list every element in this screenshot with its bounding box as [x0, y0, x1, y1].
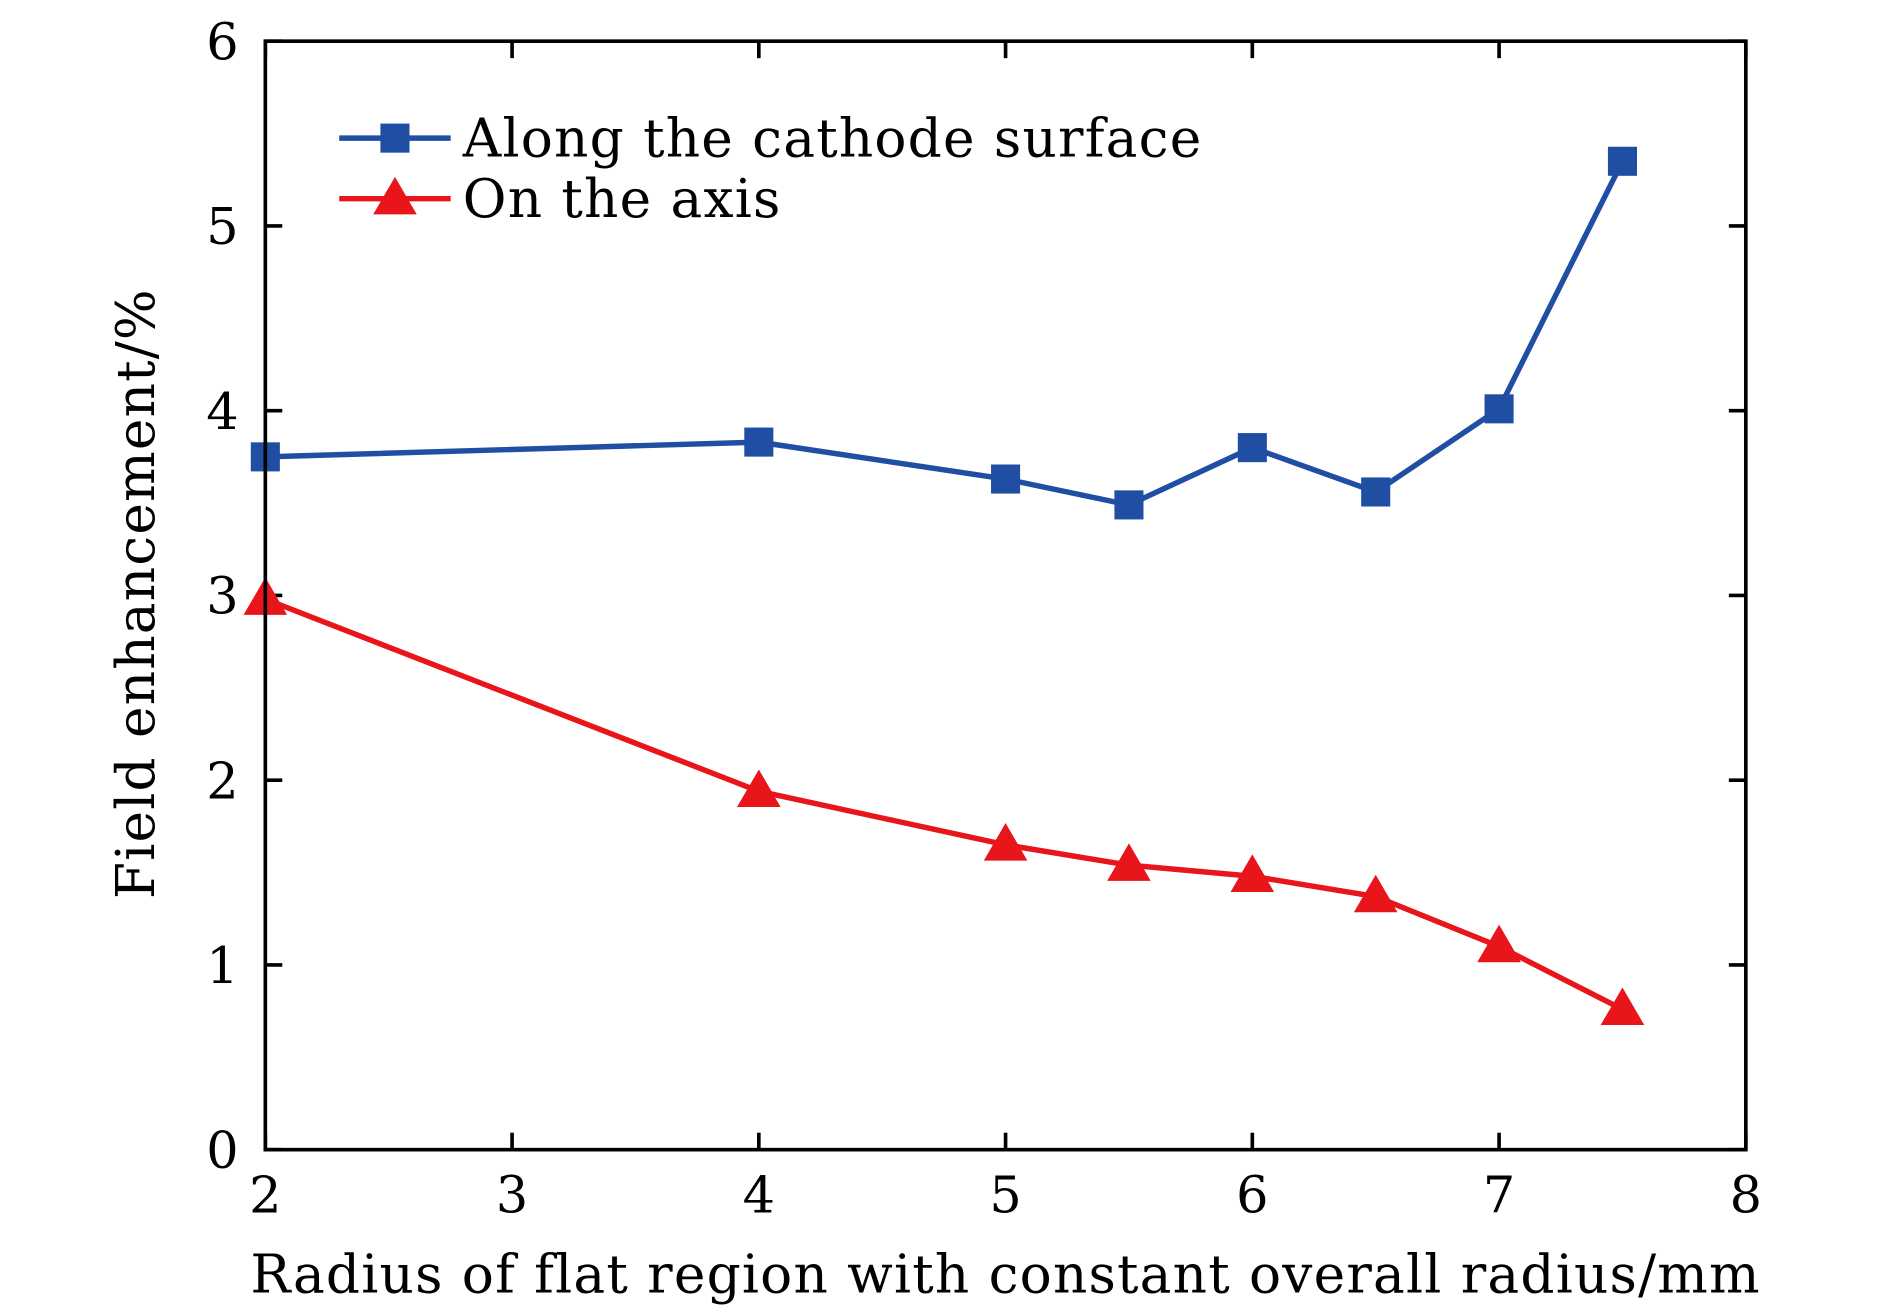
- square-marker: [991, 464, 1021, 494]
- triangle-marker: [373, 176, 417, 215]
- series-line: [264, 596, 1624, 1012]
- x-tick-label: 5: [989, 1166, 1021, 1225]
- square-marker: [1484, 394, 1514, 424]
- y-tick-label: 2: [206, 751, 238, 810]
- square-marker: [1237, 433, 1267, 463]
- x-tick-label: 4: [743, 1166, 775, 1225]
- triangle-marker: [737, 769, 781, 808]
- plot-frame: [263, 39, 1748, 1152]
- x-tick-label: 6: [1236, 1166, 1268, 1225]
- y-tick-label: 0: [206, 1121, 238, 1180]
- x-tick-label: 7: [1483, 1166, 1515, 1225]
- square-marker: [1361, 477, 1391, 507]
- square-marker: [744, 427, 774, 457]
- legend-label: On the axis: [463, 168, 782, 230]
- triangle-marker: [1107, 843, 1151, 881]
- x-tick-label: 8: [1730, 1166, 1762, 1225]
- y-axis-label: Field enhancement/%: [105, 288, 167, 899]
- triangle-marker: [1353, 874, 1398, 913]
- y-tick-label: 6: [206, 12, 238, 71]
- square-marker: [1114, 490, 1144, 520]
- legend-label: Along the cathode surface: [462, 107, 1203, 169]
- x-tick-label: 3: [496, 1166, 528, 1225]
- y-tick-label: 3: [206, 567, 238, 626]
- series-line: [265, 160, 1625, 508]
- y-tick-label: 4: [206, 382, 238, 441]
- legend-entry: Along the cathode surface: [339, 107, 1203, 169]
- triangle-marker: [1477, 924, 1521, 963]
- series-0: [250, 146, 1637, 520]
- y-tick-label: 5: [206, 197, 238, 256]
- legend-entry: On the axis: [339, 168, 782, 230]
- series-1: [243, 577, 1645, 1026]
- triangle-marker: [1230, 854, 1275, 892]
- square-marker: [1607, 146, 1637, 176]
- x-tick-label: 2: [249, 1166, 281, 1225]
- triangle-marker: [983, 823, 1028, 861]
- axis-ticks: 2 3 4 5 6 7 8 0 1 2 3 4 5 6: [206, 12, 1762, 1224]
- y-tick-label: 1: [206, 936, 238, 995]
- x-axis-label: Radius of flat region with constant over…: [250, 1244, 1760, 1306]
- triangle-marker: [1600, 987, 1645, 1026]
- square-marker: [380, 123, 410, 153]
- series-layer: [243, 146, 1645, 1026]
